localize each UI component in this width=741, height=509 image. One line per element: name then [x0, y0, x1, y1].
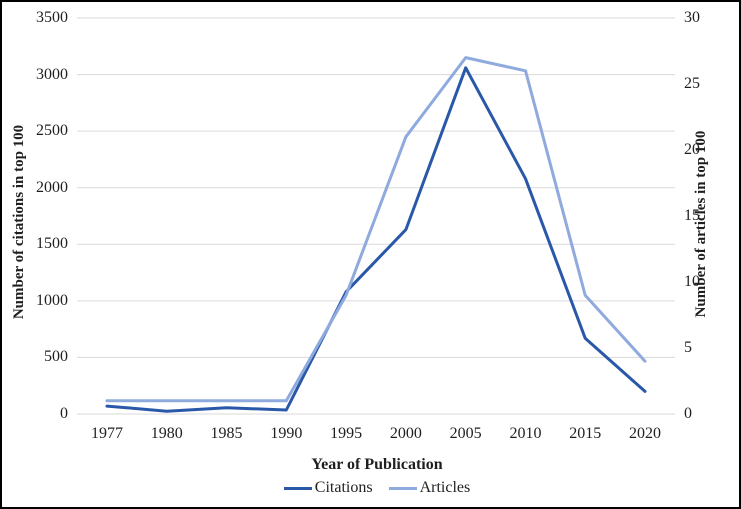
- x-tick-label: 2005: [449, 425, 482, 442]
- legend-swatch-articles: [388, 486, 417, 490]
- legend-item-articles: Articles: [388, 479, 471, 497]
- y-axis-left-title: Number of citations in top 100: [11, 124, 27, 320]
- y-right-tick-label: 0: [684, 405, 692, 422]
- x-tick-label: 1990: [270, 425, 303, 442]
- x-tick-label: 1985: [210, 425, 243, 442]
- x-axis-title: Year of Publication: [311, 456, 443, 473]
- y-right-tick-label: 25: [684, 75, 700, 92]
- y-left-tick-label: 1000: [36, 291, 68, 309]
- legend: Citations Articles: [77, 479, 677, 497]
- series-line-articles: [105, 56, 647, 403]
- y-left-tick-label: 2000: [36, 178, 68, 196]
- x-tick-label: 1977: [91, 425, 123, 442]
- legend-label-citations: Citations: [314, 479, 373, 496]
- x-tick-label: 2015: [569, 425, 602, 442]
- x-tick-label: 2020: [629, 425, 662, 442]
- legend-swatch-citations: [283, 486, 312, 490]
- x-tick-label: 1995: [330, 425, 363, 442]
- y-left-tick-label: 3500: [36, 9, 68, 26]
- y-left-tick-label: 3000: [36, 65, 68, 83]
- y-left-tick-label: 1500: [36, 235, 68, 253]
- y-left-tick-label: 0: [60, 405, 68, 422]
- y-right-tick-label: 5: [684, 339, 692, 356]
- y-axis-right-title: Number of articles in top 100: [693, 130, 709, 318]
- series-line-citations: [105, 66, 647, 413]
- y-left-tick-label: 500: [44, 348, 68, 366]
- y-right-tick-label: 20: [684, 141, 700, 158]
- x-tick-label: 1980: [150, 425, 183, 442]
- x-tick-label: 2010: [509, 425, 542, 442]
- y-right-tick-label: 30: [684, 9, 700, 26]
- y-left-tick-label: 2500: [36, 122, 68, 140]
- legend-item-citations: Citations: [283, 479, 373, 497]
- x-tick-label: 2000: [389, 425, 422, 442]
- legend-label-articles: Articles: [419, 479, 471, 496]
- y-right-tick-label: 15: [684, 207, 700, 224]
- y-right-tick-label: 10: [684, 273, 700, 290]
